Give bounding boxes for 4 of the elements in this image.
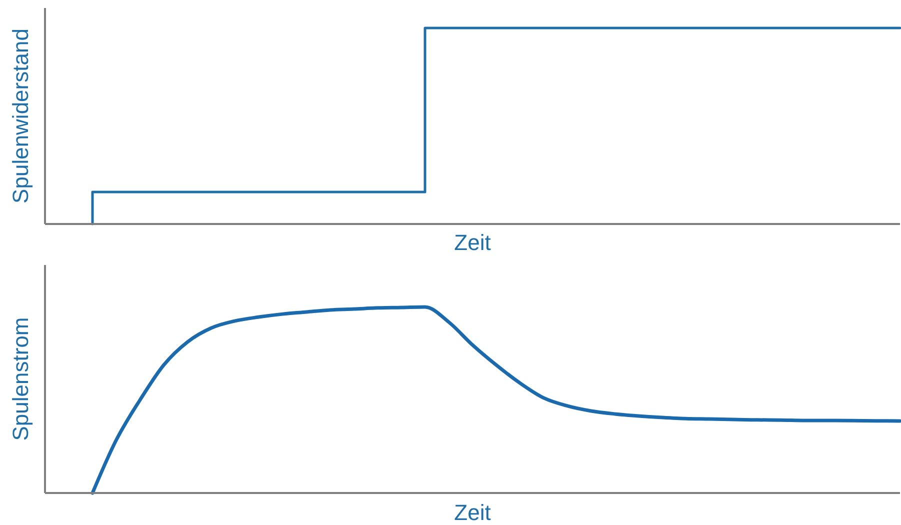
y-axis-title: Spulenstrom: [8, 317, 33, 441]
x-axis-title: Zeit: [454, 230, 491, 255]
y-axis-title: Spulenwiderstand: [8, 28, 33, 204]
x-axis-title: Zeit: [454, 500, 491, 525]
